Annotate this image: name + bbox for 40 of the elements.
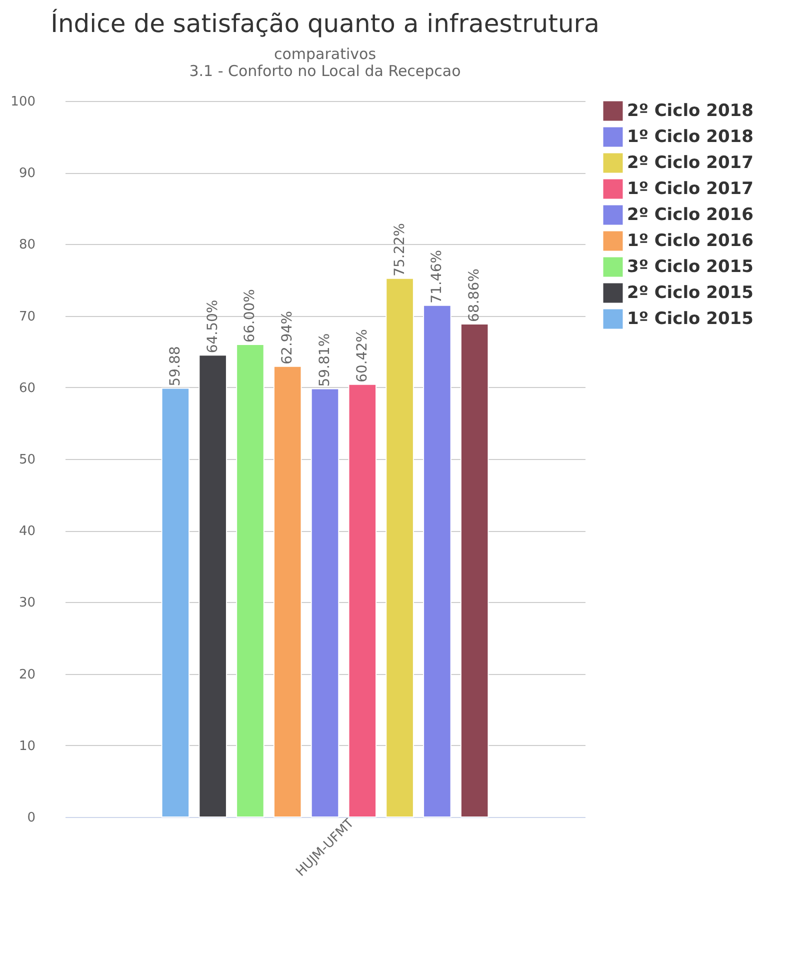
legend-label: 1º Ciclo 2016 (627, 231, 754, 251)
y-tick-label: 30 (18, 596, 36, 611)
bar (386, 278, 414, 818)
y-tick-label: 80 (18, 238, 36, 253)
y-tick-label: 10 (18, 738, 36, 754)
legend-label: 2º Ciclo 2017 (627, 153, 754, 173)
y-tick-label: 90 (18, 166, 36, 182)
bar (198, 354, 227, 818)
bar (236, 344, 264, 818)
data-label: 66.00% (242, 289, 258, 342)
y-tick-label: 100 (10, 94, 36, 110)
legend-label: 2º Ciclo 2015 (627, 283, 754, 303)
bar (310, 388, 340, 818)
legend-label: 1º Ciclo 2017 (627, 179, 754, 199)
bar (423, 304, 452, 818)
bar (348, 384, 377, 818)
data-label: 60.42% (354, 329, 370, 382)
data-label: 59.88 (167, 346, 184, 386)
y-tick-label: 60 (18, 380, 36, 396)
data-label: 75.22% (392, 223, 408, 276)
y-tick-label: 0 (27, 810, 36, 826)
y-tick-label: 20 (18, 667, 36, 682)
chart-title: Índice de satisfação quanto a infraestrutura (50, 8, 600, 38)
y-tick-label: 70 (18, 309, 36, 324)
legend-label: 2º Ciclo 2018 (627, 101, 754, 121)
legend-label: 3º Ciclo 2015 (627, 257, 754, 277)
bar (460, 323, 489, 818)
data-label: 68.86% (466, 268, 483, 322)
chart-subtitle: comparativos 3.1 - Conforto no Local da Recepcao (189, 45, 461, 80)
y-tick-label: 40 (18, 524, 36, 540)
data-label: 64.50% (204, 300, 221, 354)
bar (273, 366, 302, 818)
legend-label: 2º Ciclo 2016 (627, 205, 754, 225)
data-label: 59.81% (317, 333, 333, 387)
data-label: 71.46% (429, 250, 446, 304)
y-tick-label: 50 (18, 452, 36, 468)
legend-label: 1º Ciclo 2018 (627, 127, 754, 147)
legend-label: 1º Ciclo 2015 (627, 309, 754, 329)
bar (161, 388, 190, 818)
data-label: 62.94% (280, 310, 296, 364)
